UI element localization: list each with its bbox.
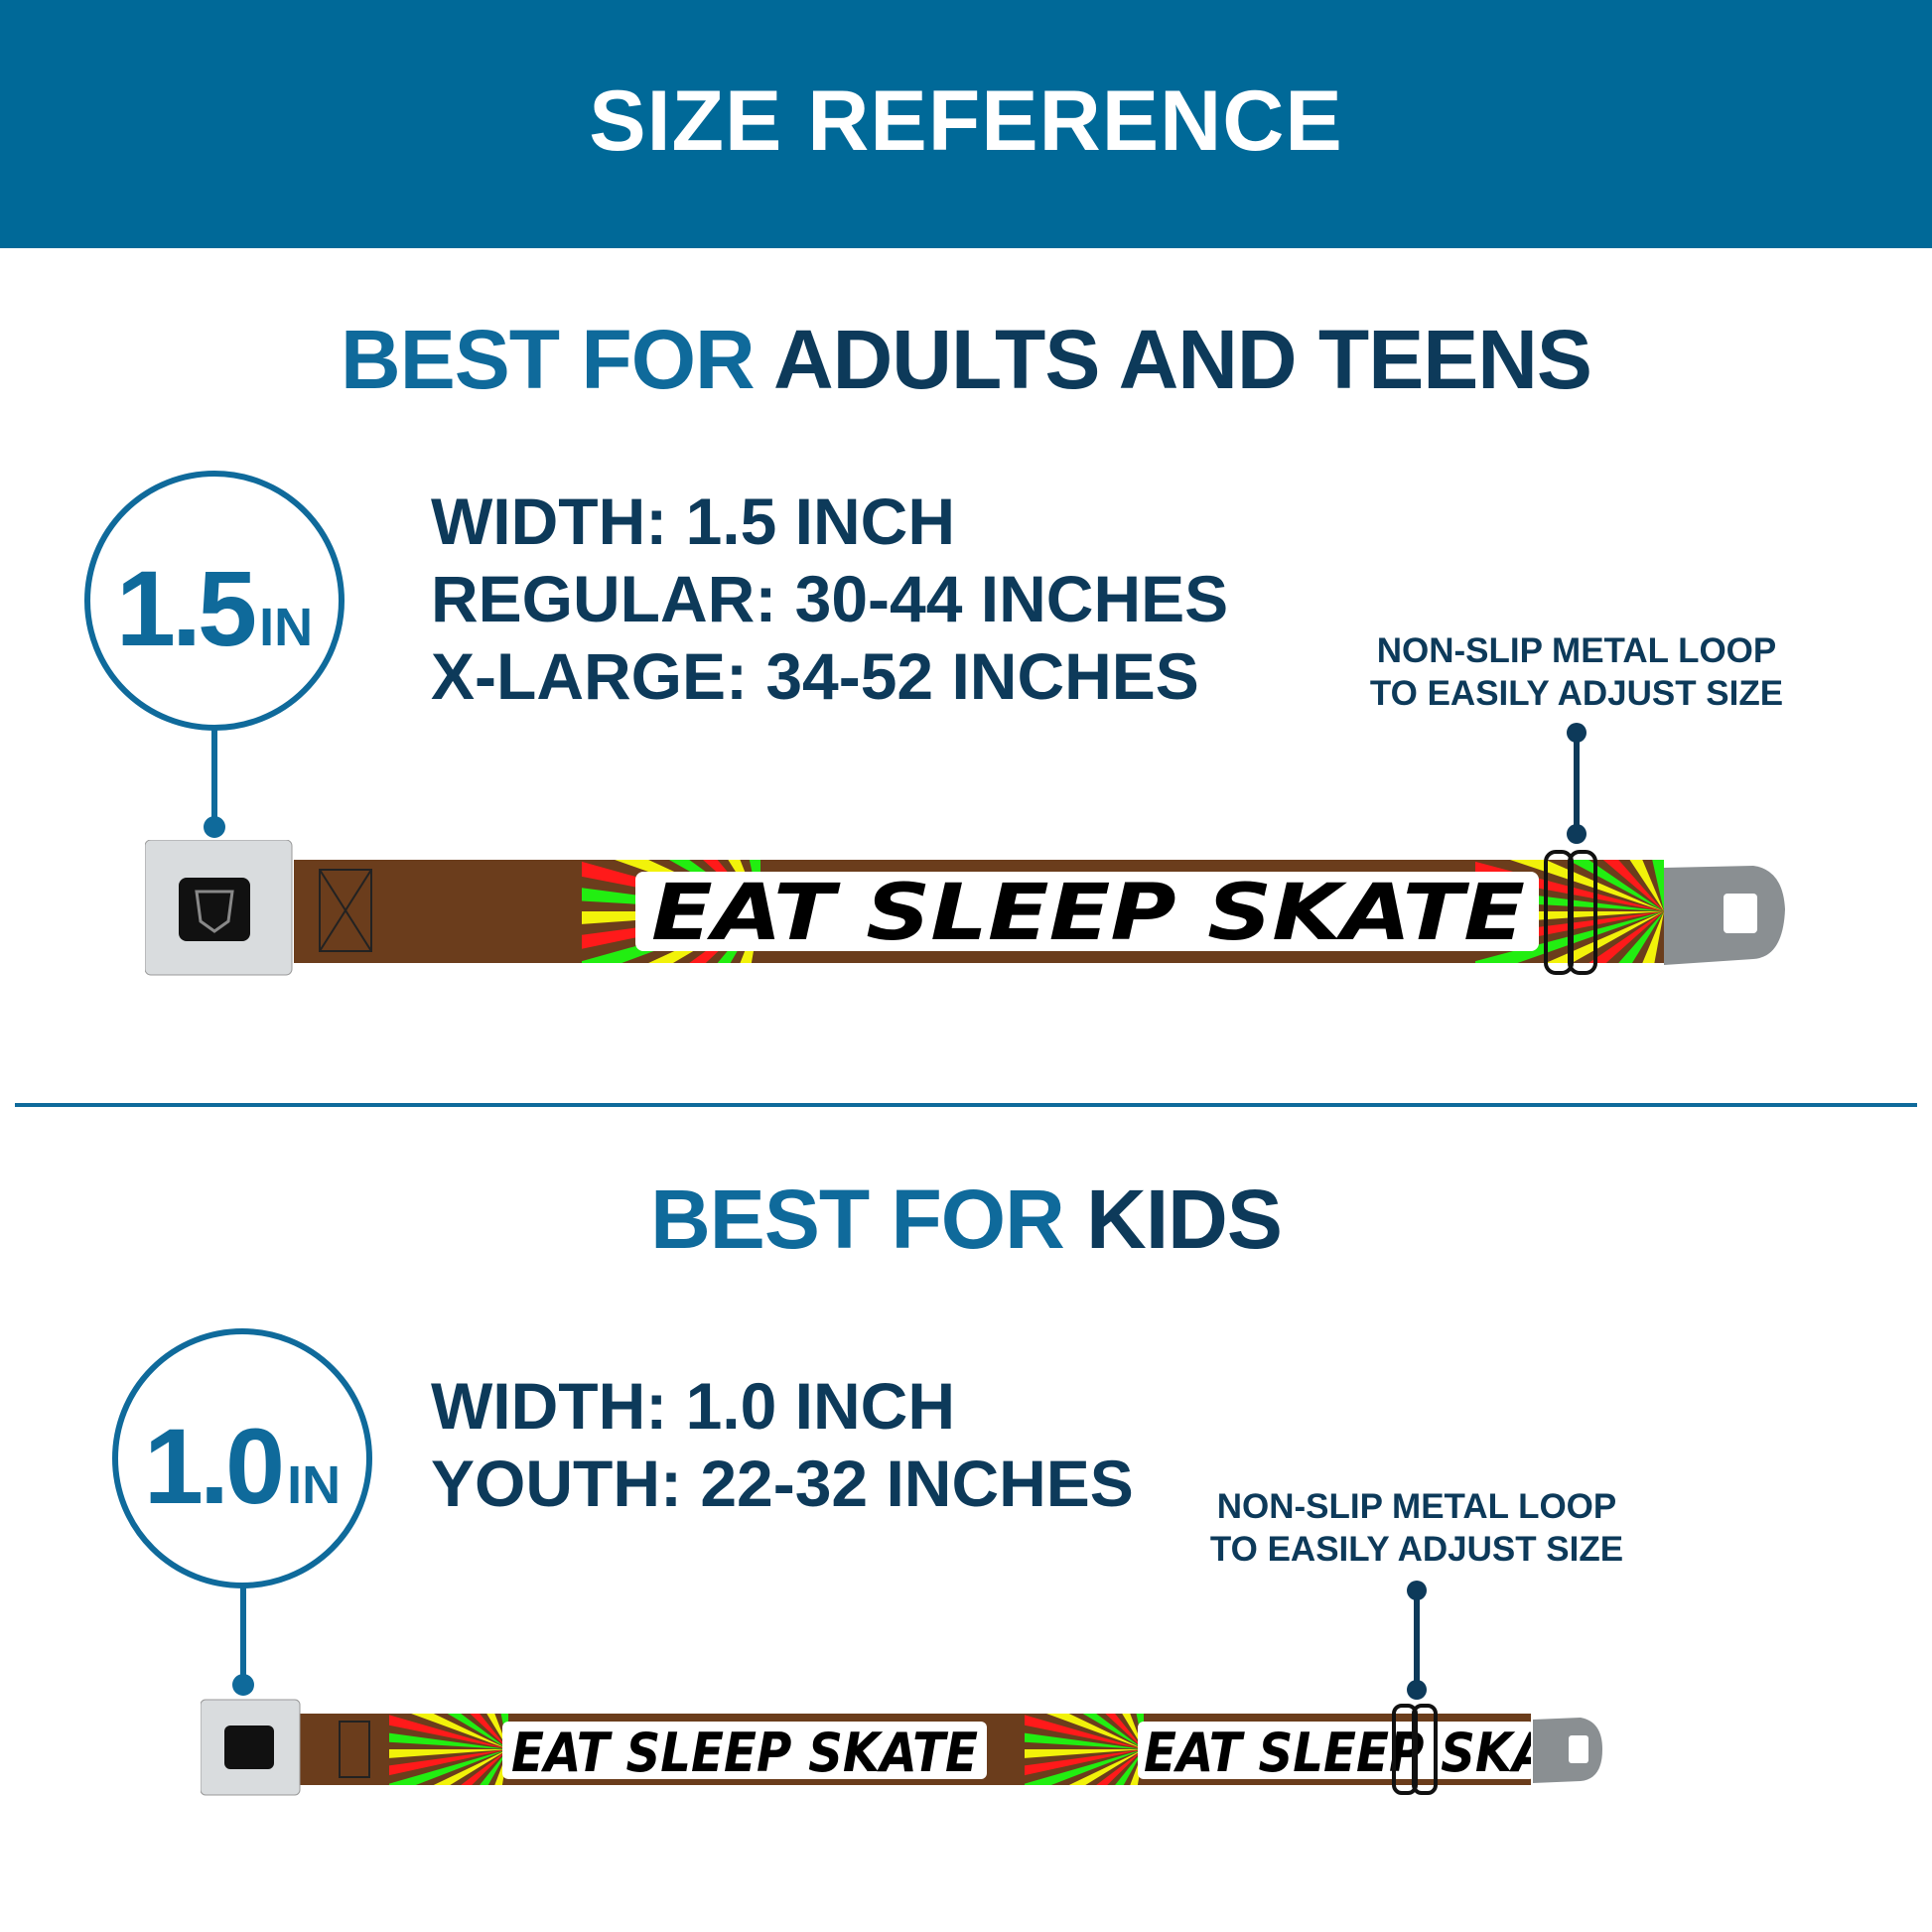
belt-illustration: EAT SLEEP SKATE EAT SLEEP SKATE [201, 1699, 1610, 1796]
spec-width: WIDTH: 1.5 INCH [431, 484, 955, 558]
badge-value: 1.0 [143, 1406, 285, 1526]
sunburst-ray [480, 1749, 508, 1785]
sunburst-ray [1652, 860, 1664, 911]
section-divider [15, 1103, 1917, 1107]
stitch-box [319, 869, 372, 952]
sunburst-ray [389, 1749, 508, 1785]
adults-heading-prefix: BEST FOR [341, 313, 756, 406]
spec-youth: YOUTH: 22-32 INCHES [431, 1447, 1134, 1520]
adults-loop-note: NON-SLIP METAL LOOP TO EASILY ADJUST SIZ… [1328, 629, 1825, 715]
kids-specs: WIDTH: 1.0 INCH YOUTH: 22-32 INCHES [431, 1367, 1134, 1522]
sunburst-ray [1025, 1749, 1144, 1785]
spec-regular: REGULAR: 30-44 INCHES [431, 562, 1229, 635]
adults-width-badge: 1.5 IN [84, 471, 345, 731]
badge-value: 1.5 [115, 548, 257, 668]
stitch-box [339, 1721, 370, 1778]
kids-heading: BEST FOR KIDS [0, 1172, 1932, 1267]
kids-loop-note: NON-SLIP METAL LOOP TO EASILY ADJUST SIZ… [1169, 1485, 1665, 1571]
tongue-plate [1533, 1718, 1602, 1783]
spec-width: WIDTH: 1.0 INCH [431, 1369, 955, 1443]
kids-heading-main: KIDS [1086, 1173, 1283, 1266]
badge-connector-line [240, 1587, 246, 1683]
sunburst-ray [447, 1714, 508, 1749]
note-connector-line [1574, 733, 1580, 832]
sunburst-ray [389, 1749, 508, 1776]
adults-belt-image: EAT SLEEP SKATE [145, 840, 1793, 985]
print-bg [635, 872, 1539, 951]
note-line: NON-SLIP METAL LOOP [1376, 631, 1777, 670]
page-title: SIZE REFERENCE [589, 73, 1343, 169]
note-connector-dot [1567, 824, 1587, 844]
sunburst-ray [389, 1732, 508, 1749]
kids-width-badge: 1.0 IN [112, 1328, 372, 1588]
sunburst-ray [1509, 860, 1664, 911]
adults-heading: BEST FOR ADULTS AND TEENS [0, 312, 1932, 407]
spec-xlarge: X-LARGE: 34-52 INCHES [431, 639, 1199, 713]
header-banner [0, 0, 1932, 248]
note-connector-dot [1407, 1680, 1427, 1700]
note-line: NON-SLIP METAL LOOP [1216, 1487, 1617, 1526]
sunburst-ray [1025, 1749, 1144, 1776]
badge-unit: IN [287, 1455, 342, 1515]
sunburst-ray [1588, 911, 1664, 963]
badge-connector-dot [232, 1674, 254, 1696]
adults-heading-main: ADULTS AND TEENS [772, 313, 1592, 406]
adults-specs: WIDTH: 1.5 INCH REGULAR: 30-44 INCHES X-… [431, 483, 1228, 715]
sunburst-ray [1642, 911, 1664, 963]
sunburst-ray [1096, 1749, 1144, 1785]
sunburst-ray [582, 888, 760, 911]
badge-connector-dot [204, 816, 225, 838]
badge-unit: IN [259, 598, 314, 657]
note-connector-line [1414, 1590, 1420, 1690]
sunburst-ray [461, 1749, 508, 1785]
belt-illustration: EAT SLEEP SKATE [145, 840, 1785, 976]
belt-print-text: EAT SLEEP SKATE [651, 869, 1525, 958]
note-line: TO EASILY ADJUST SIZE [1209, 1530, 1624, 1569]
badge-connector-line [211, 730, 217, 825]
kids-heading-prefix: BEST FOR [650, 1173, 1065, 1266]
kids-belt-image: EAT SLEEP SKATE EAT SLEEP SKATE [201, 1698, 1610, 1801]
belt-print-text: EAT SLEEP SKATE [511, 1722, 978, 1784]
sunburst-ray [1025, 1732, 1144, 1749]
note-line: TO EASILY ADJUST SIZE [1369, 674, 1784, 713]
print-bg [502, 1722, 987, 1779]
sunburst-ray [1618, 911, 1664, 963]
